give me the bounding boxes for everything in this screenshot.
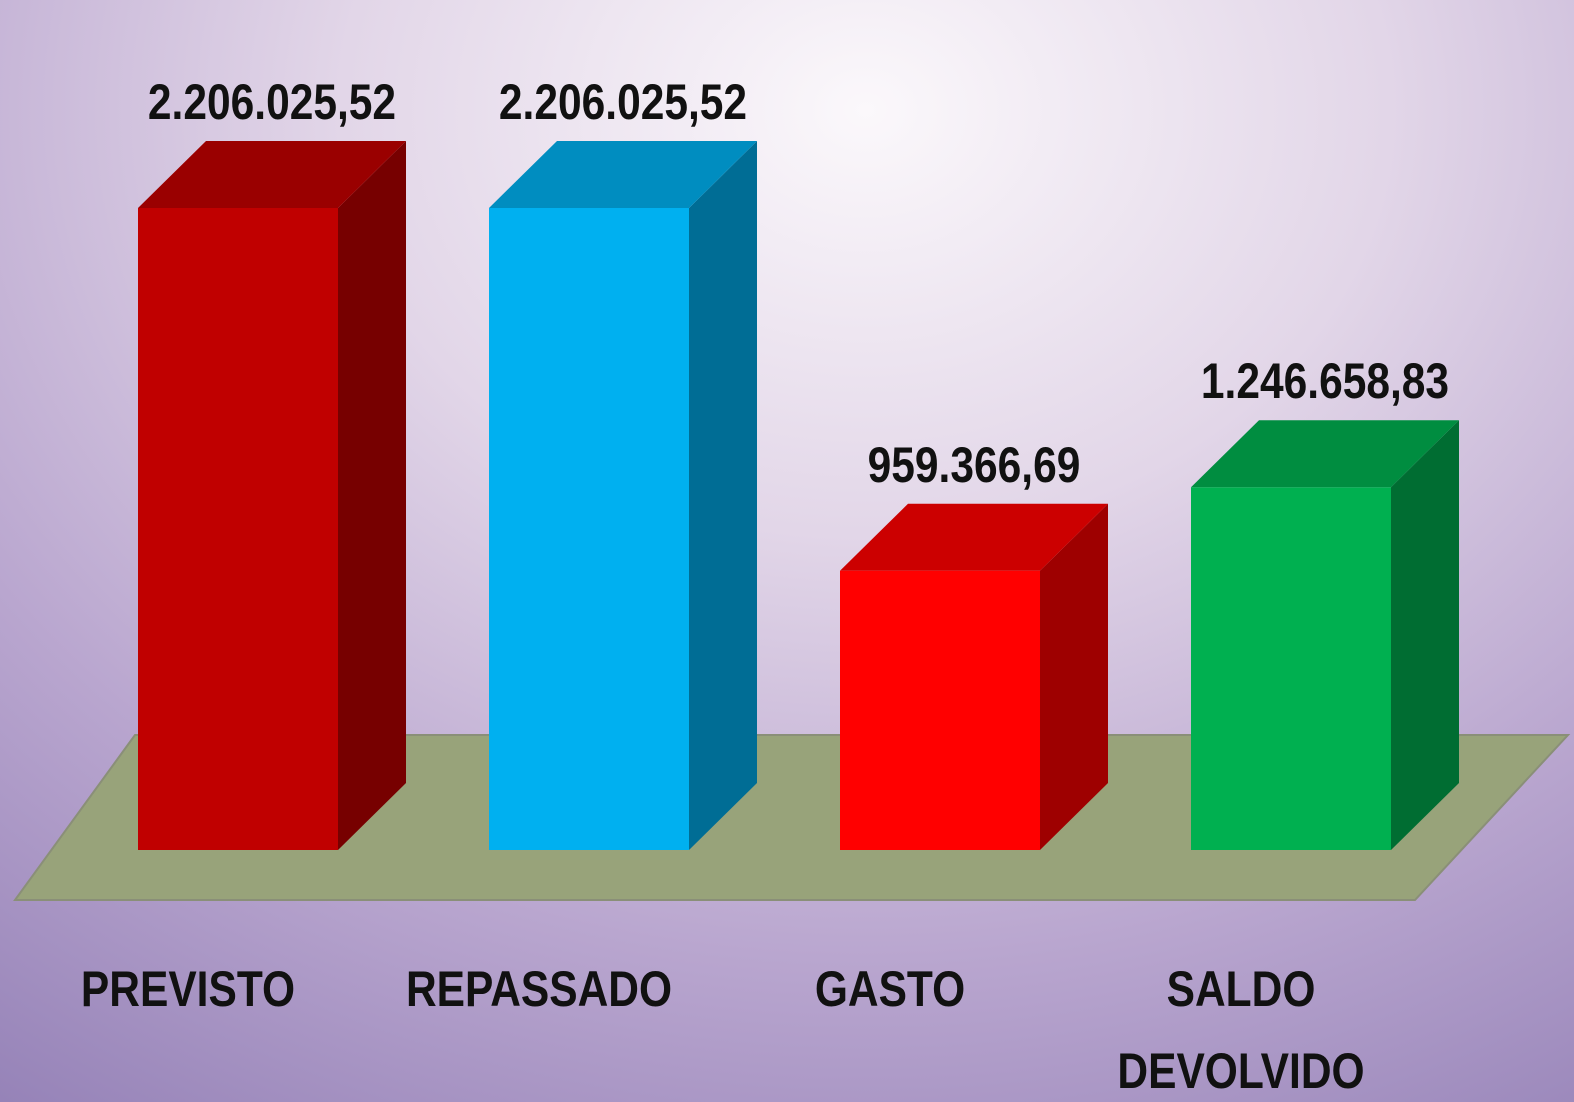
x-tick-label: GASTO xyxy=(814,961,966,1017)
bar-side xyxy=(1391,420,1459,850)
bar xyxy=(138,141,406,850)
bar-front xyxy=(840,570,1040,850)
bar-side xyxy=(338,141,406,850)
bar-front xyxy=(138,208,338,850)
value-label: 959.366,69 xyxy=(867,436,1081,493)
bar-front xyxy=(489,208,689,850)
x-tick-label: REPASSADO xyxy=(405,961,673,1017)
bar-top xyxy=(1191,420,1459,488)
bar xyxy=(489,141,757,850)
bar-front xyxy=(1191,487,1391,850)
value-label: 2.206.025,52 xyxy=(498,74,748,130)
bar xyxy=(1191,420,1459,850)
bar-top xyxy=(840,503,1108,571)
x-tick-label: PREVISTO xyxy=(80,961,296,1017)
bar-side xyxy=(689,141,757,850)
bar xyxy=(840,503,1108,850)
x-tick-label: SALDO DEVOLVIDO xyxy=(1117,961,1365,1099)
bar-side xyxy=(1040,503,1108,850)
value-label: 1.246.658,83 xyxy=(1200,353,1450,410)
value-label: 2.206.025,52 xyxy=(147,74,397,130)
bar-top xyxy=(138,141,406,208)
bar-top xyxy=(489,141,757,208)
